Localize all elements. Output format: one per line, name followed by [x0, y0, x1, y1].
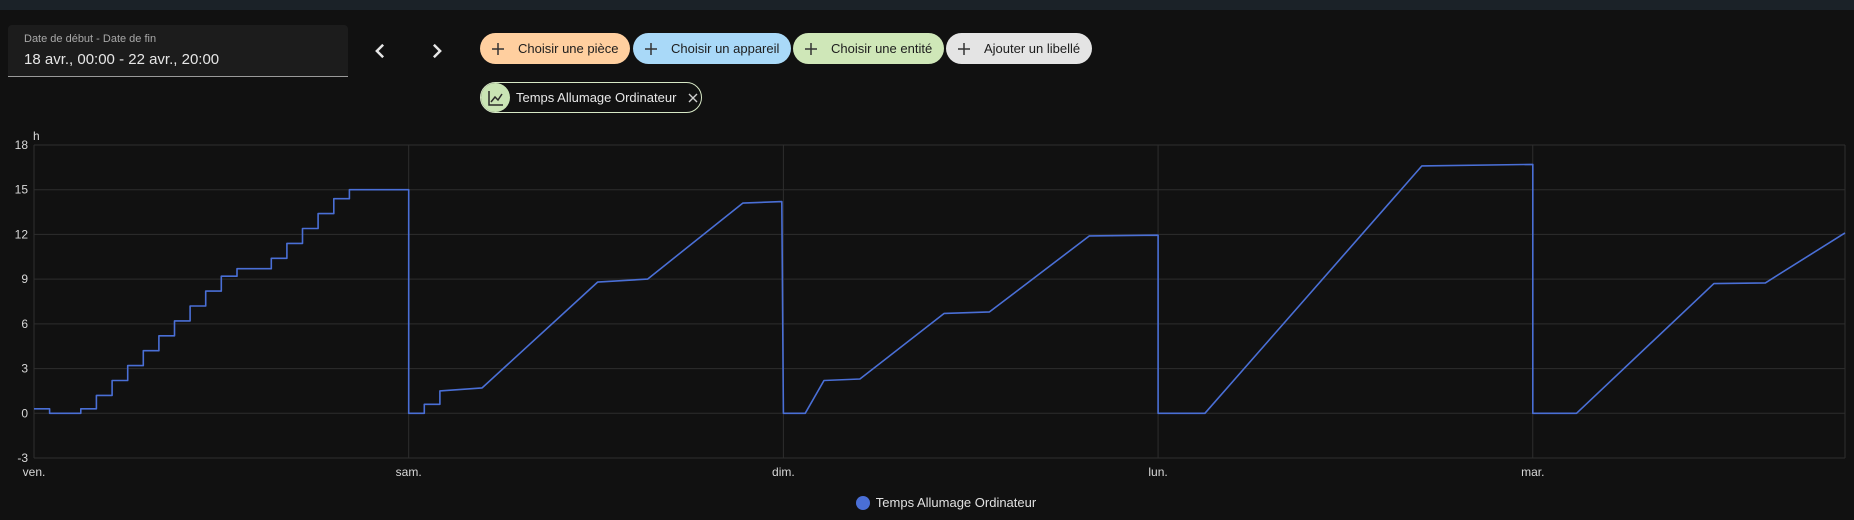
y-tick-label: 9 — [21, 272, 28, 286]
y-tick-label: 6 — [21, 317, 28, 331]
next-period-button[interactable] — [422, 36, 452, 66]
previous-period-button[interactable] — [365, 36, 395, 66]
y-axis-unit: h — [33, 129, 40, 143]
x-tick-label: ven. — [23, 465, 46, 479]
selected-entity-label: Temps Allumage Ordinateur — [516, 90, 677, 105]
y-tick-label: 18 — [15, 138, 29, 152]
choose-entity-button[interactable]: Choisir une entité — [793, 33, 945, 64]
choose-device-label: Choisir un appareil — [671, 41, 780, 56]
chevron-right-icon — [432, 43, 442, 59]
date-range-picker[interactable]: Date de début - Date de fin 18 avr., 00:… — [8, 25, 348, 77]
history-chart: -3 0 3 6 9 12 15 18 ven. sam. dim. lun. mar. h — [15, 129, 1846, 479]
plus-icon — [492, 42, 504, 55]
x-tick-label: sam. — [396, 465, 422, 479]
choose-device-button[interactable]: Choisir un appareil — [633, 33, 792, 64]
date-range-label: Date de début - Date de fin — [24, 33, 157, 45]
x-tick-label: dim. — [772, 465, 795, 479]
y-tick-label: 12 — [15, 227, 29, 241]
choose-area-label: Choisir une pièce — [518, 41, 619, 56]
plus-icon — [805, 42, 817, 55]
y-tick-label: -3 — [17, 451, 28, 465]
top-app-bar — [0, 0, 1854, 10]
y-tick-label: 15 — [15, 183, 29, 197]
close-icon[interactable] — [687, 92, 699, 104]
chart-line-icon — [481, 83, 510, 112]
date-range-value: 18 avr., 00:00 - 22 avr., 20:00 — [24, 51, 220, 68]
x-tick-label: lun. — [1148, 465, 1167, 479]
selected-entity-chip[interactable]: Temps Allumage Ordinateur — [480, 82, 702, 113]
add-label-label: Ajouter un libellé — [984, 41, 1081, 56]
chart-legend[interactable]: Temps Allumage Ordinateur — [0, 495, 1854, 510]
chevron-left-icon — [375, 43, 385, 59]
y-tick-label: 3 — [21, 362, 28, 376]
legend-series-swatch — [855, 495, 870, 510]
choose-entity-label: Choisir une entité — [831, 41, 933, 56]
choose-area-button[interactable]: Choisir une pièce — [480, 33, 631, 64]
legend-series-label: Temps Allumage Ordinateur — [875, 495, 1037, 510]
y-tick-label: 0 — [21, 406, 28, 420]
add-label-button[interactable]: Ajouter un libellé — [946, 33, 1093, 64]
x-tick-label: mar. — [1521, 465, 1544, 479]
plus-icon — [958, 42, 970, 55]
series-line-temps-allumage-ordinateur — [34, 163, 1846, 415]
plus-icon — [645, 42, 657, 55]
